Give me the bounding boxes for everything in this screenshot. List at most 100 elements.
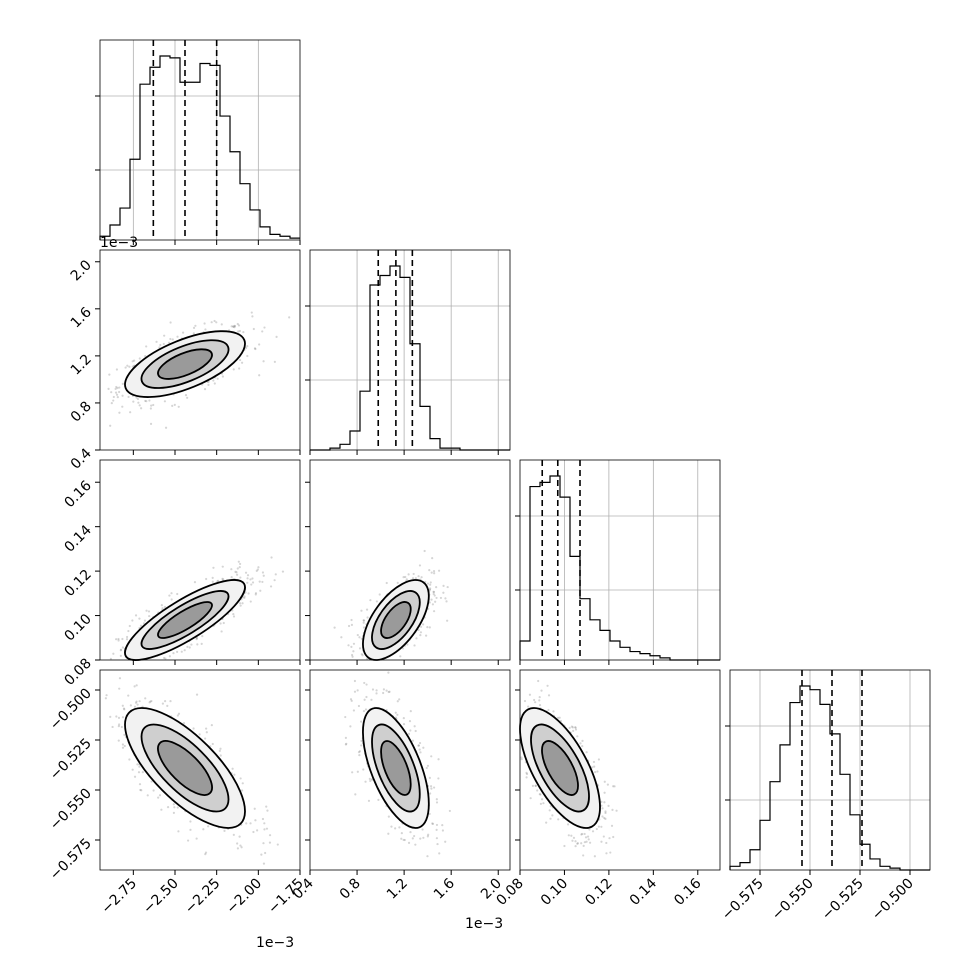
sample-point [251,577,254,580]
sample-point [437,758,440,761]
sample-point [240,846,243,849]
density-contour-2 [380,601,412,639]
sample-point [220,323,223,326]
sample-point [370,698,373,701]
sample-point [111,725,114,729]
density-fill-2 [381,601,411,638]
sample-point [382,691,385,695]
sample-point [435,586,438,589]
sample-point [585,840,588,843]
sample-point [583,832,586,836]
sample-point [216,579,220,583]
sample-point [258,374,261,377]
sample-point [262,842,265,845]
sample-point [136,763,139,766]
density-contour-1 [140,339,230,389]
sample-point [138,700,141,703]
sample-point [195,837,198,840]
sample-point [419,625,423,628]
sample-point [121,743,125,746]
sample-point [160,603,163,607]
sample-point [534,784,537,787]
sample-point [164,426,168,429]
sample-point [281,570,285,573]
sample-point [523,699,527,703]
sample-point [539,802,542,805]
sample-point [107,387,110,391]
sample-point [158,794,162,797]
y-tick-label-1-1: 0.8 [68,398,95,425]
sample-point [435,596,438,600]
sample-point [574,844,577,848]
density-fill-2 [158,602,213,639]
sample-point [414,729,417,733]
sample-point [431,603,434,606]
sample-point [136,397,140,401]
sample-point [213,319,216,323]
sample-point [604,811,607,815]
sample-point [333,626,336,629]
sample-point [350,618,353,622]
sample-point [610,824,614,827]
sample-point [572,729,575,732]
sample-point [210,724,213,727]
sample-point [363,681,366,685]
sample-point [437,569,441,572]
sample-point [428,626,431,629]
sample-point [112,399,115,402]
sample-point [442,591,445,594]
sample-point [385,581,388,585]
sample-point [232,325,235,328]
sample-point [176,650,179,653]
sample-point [572,836,576,839]
sample-point [588,841,592,844]
sample-point [149,700,152,703]
sample-point [593,765,596,768]
sample-point [186,396,189,399]
sample-point [432,590,435,593]
sample-point [118,411,121,414]
sample-point [137,401,140,404]
sample-point [601,807,604,810]
sample-point [255,569,258,572]
sample-point [567,834,570,837]
sample-point [148,701,151,704]
sample-point [425,766,428,770]
sample-point [140,407,143,410]
sample-point [534,701,537,704]
sample-point [576,735,579,738]
histogram-steps-3 [729,685,930,871]
sample-point [253,807,256,810]
sample-point [432,610,436,613]
sample-point [360,744,363,747]
sample-point [586,835,590,838]
sample-point [551,814,554,817]
sample-point [402,838,405,842]
sample-point [574,726,577,729]
x-tick-label-2-1: 0.10 [538,876,571,909]
y-axis-1: 0.4 0.8 1.2 1.6 2.0 [68,257,100,473]
sample-point [143,619,147,622]
sample-point [158,346,161,349]
sample-point [266,809,269,812]
sample-point [150,404,153,407]
sample-point [574,728,578,731]
sample-point [419,837,422,840]
sample-point [216,580,219,583]
sample-point [239,358,242,362]
sample-point [365,695,368,699]
sample-point [582,844,585,848]
sample-point [429,785,433,788]
sample-point [118,390,121,394]
sample-point [398,698,401,701]
sample-point [605,852,608,855]
sample-point [237,324,241,327]
sample-point [428,776,431,779]
sample-point [344,743,347,746]
x-tick-label-3-1: −0.550 [769,876,817,924]
sample-point [377,798,380,802]
sample-point [432,786,436,789]
sample-point [118,687,121,690]
sample-point [362,710,366,713]
